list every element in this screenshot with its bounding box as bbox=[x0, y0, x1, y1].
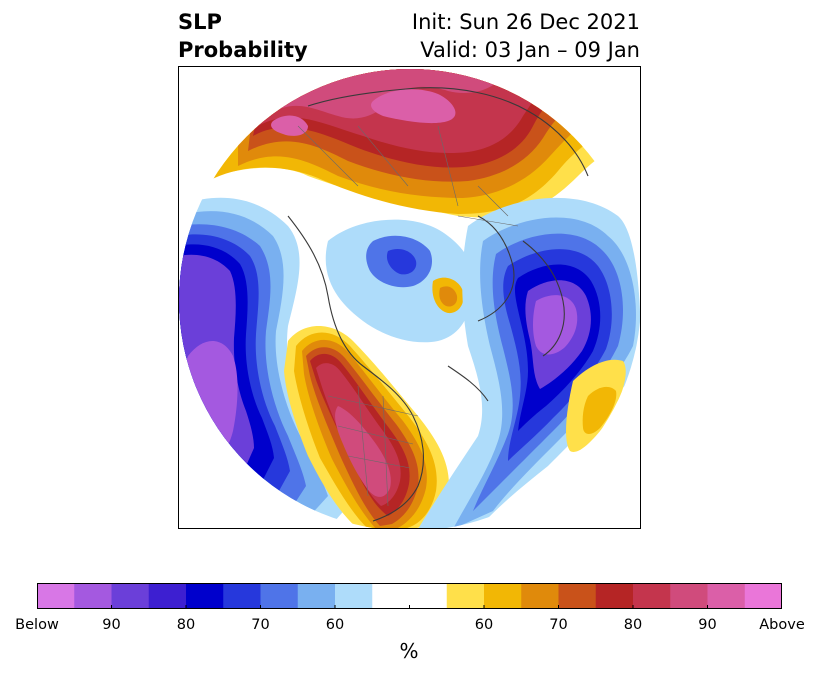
colorbar-cell bbox=[670, 583, 708, 609]
colorbar-tick-label: 70 bbox=[251, 617, 270, 633]
colorbar-cell bbox=[297, 583, 336, 609]
colorbar-cell bbox=[633, 583, 671, 609]
init-date: Init: Sun 26 Dec 2021 bbox=[411, 10, 640, 34]
borders bbox=[297, 125, 519, 507]
colorbar-tick-label: 70 bbox=[549, 617, 568, 633]
colorbar-cell bbox=[335, 583, 373, 609]
valid-range: Valid: 03 Jan – 09 Jan bbox=[420, 38, 640, 62]
colorbar-cell bbox=[558, 583, 597, 609]
colorbar-cell bbox=[446, 583, 485, 609]
colorbar-tick-label: 90 bbox=[698, 617, 717, 633]
colorbar-cell bbox=[223, 583, 261, 609]
colorbar-tick-label: 90 bbox=[102, 617, 121, 633]
colorbar-cell bbox=[595, 583, 634, 609]
variable-label: SLP bbox=[178, 10, 222, 34]
date-info: Init: Sun 26 Dec 2021 Valid: 03 Jan – 09… bbox=[412, 8, 640, 64]
colorbar-cell bbox=[484, 583, 522, 609]
colorbar bbox=[37, 583, 782, 609]
colorbar-cell bbox=[74, 583, 112, 609]
colorbar-cell bbox=[707, 583, 746, 609]
probability-map bbox=[178, 66, 641, 529]
product-label: Probability bbox=[178, 38, 308, 62]
colorbar-cell bbox=[744, 583, 782, 609]
colorbar-unit: % bbox=[399, 639, 419, 663]
coastlines bbox=[287, 87, 611, 522]
colorbar-cell bbox=[37, 583, 75, 609]
colorbar-tick-label: 80 bbox=[623, 617, 643, 633]
colorbar-cell bbox=[372, 583, 448, 609]
colorbar-cell bbox=[260, 583, 299, 609]
colorbar-cell bbox=[186, 583, 224, 609]
colorbar-cell bbox=[148, 583, 187, 609]
colorbar-tick-label: 60 bbox=[474, 617, 494, 633]
chart-title: SLP Probability bbox=[178, 8, 308, 64]
colorbar-tick-label: 80 bbox=[176, 617, 196, 633]
colorbar-tick-label: Below bbox=[15, 617, 59, 633]
colorbar-cell bbox=[111, 583, 150, 609]
colorbar-cell bbox=[521, 583, 559, 609]
colorbar-tick-label: 60 bbox=[325, 617, 345, 633]
colorbar-tick-label: Above bbox=[759, 617, 805, 633]
